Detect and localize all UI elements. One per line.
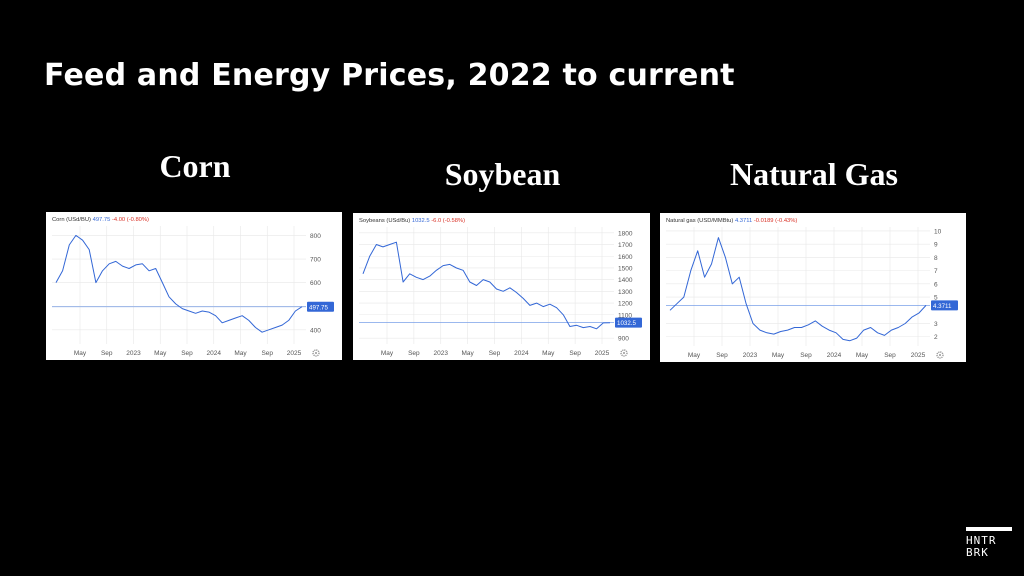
gear-icon-center	[939, 354, 941, 356]
soybean-y-tick-label: 1300	[618, 289, 633, 296]
chart-heading-soybean: Soybean	[444, 156, 561, 192]
natural-gas-legend: Natural gas (USD/MMBtu) 4.3711 -0.0189 (…	[666, 218, 797, 224]
soybean-chart: 1800 1700 1600 1500 1400 1300 1200 1100 900 May Se…	[359, 218, 642, 357]
corn-legend: Corn (USd/BU) 497.75 -4.00 (-0.80%)	[52, 217, 149, 223]
soybean-y-tick-label: 1200	[618, 301, 633, 308]
logo-line-2: BRK	[966, 546, 989, 559]
brand-logo: HNTR BRK	[966, 527, 1012, 559]
soybean-y-tick-label: 1100	[618, 312, 632, 319]
natural-gas-x-tick-label: 2025	[911, 352, 926, 359]
soybean-legend: Soybeans (USd/Bu) 1032.5 -6.0 (-0.58%)	[359, 218, 465, 224]
soybean-x-tick-label: Sep	[408, 350, 420, 357]
soybean-y-tick-label: 1800	[618, 230, 633, 237]
natural-gas-y-tick-label: 8	[934, 255, 938, 262]
soybean-y-tick-label: 1600	[618, 254, 633, 261]
natural-gas-price-tag: 4.3711	[931, 300, 958, 311]
corn-x-tick-label: May	[234, 350, 247, 357]
chart-panel-natural-gas[interactable]: 10 9 8 7 6 5 3 2 May Sep 2023 May Sep 2024 May Sep 2025 4…	[660, 213, 966, 362]
natural-gas-x-tick-label: 2024	[827, 352, 842, 359]
corn-price-line	[55, 234, 303, 333]
natural-gas-y-tick-label: 3	[934, 321, 938, 328]
soybean-x-tick-label: Sep	[569, 350, 581, 357]
corn-y-tick-label: 400	[310, 327, 321, 334]
gear-icon-center	[623, 352, 625, 354]
soybean-y-tick-label: 1400	[618, 277, 633, 284]
corn-x-tick-label: Sep	[181, 350, 193, 357]
soybean-price-tag-box	[615, 317, 642, 328]
corn-y-tick-label: 800	[310, 233, 321, 240]
corn-legend-price: 497.75	[93, 217, 112, 223]
soybean-price-line	[362, 241, 611, 330]
natural-gas-y-tick-label: 5	[934, 295, 938, 302]
natural-gas-price-line	[669, 237, 927, 342]
natural-gas-y-tick-label: 10	[934, 228, 942, 235]
gear-icon-ring	[620, 349, 628, 357]
corn-price-tag-box	[307, 301, 334, 312]
corn-legend-name: Corn (USd/BU)	[52, 217, 93, 223]
soybean-y-tick-label: 900	[618, 336, 629, 343]
corn-x-tick-label: May	[154, 350, 167, 357]
gear-icon-ring	[936, 351, 944, 359]
soybean-legend-name: Soybeans (USd/Bu)	[359, 218, 412, 224]
soybean-price-tag-value: 1032.5	[617, 320, 636, 327]
slide-title: Feed and Energy Prices, 2022 to current	[44, 58, 735, 93]
natural-gas-x-tick-label: May	[856, 352, 869, 359]
soybean-x-tick-label: May	[381, 350, 394, 357]
natural-gas-y-tick-label: 2	[934, 334, 938, 341]
soybean-x-tick-label: 2024	[514, 350, 529, 357]
gear-icon-ring	[312, 349, 320, 357]
corn-x-tick-label: 2024	[207, 350, 222, 357]
soybean-x-tick-label: 2025	[595, 350, 610, 357]
corn-x-tick-label: Sep	[261, 350, 273, 357]
corn-legend-change: -4.00 (-0.80%)	[112, 217, 149, 223]
gear-icon	[620, 349, 628, 357]
natural-gas-legend-name: Natural gas (USD/MMBtu)	[666, 218, 735, 224]
logo-bar	[966, 527, 1012, 531]
soybean-legend-price: 1032.5	[412, 218, 431, 224]
soybean-x-tick-label: 2023	[434, 350, 449, 357]
gear-icon	[312, 349, 320, 357]
soybean-x-tick-label: Sep	[489, 350, 501, 357]
natural-gas-x-tick-label: Sep	[884, 352, 896, 359]
natural-gas-y-tick-label: 9	[934, 242, 938, 249]
corn-x-tick-label: 2023	[126, 350, 141, 357]
natural-gas-chart: 10 9 8 7 6 5 3 2 May Sep 2023 May Sep 2024 May Sep 2025 4…	[666, 218, 958, 359]
logo-line-1: HNTR	[966, 534, 997, 547]
natural-gas-price-tag-box	[931, 300, 958, 311]
corn-y-tick-label: 600	[310, 280, 321, 287]
soybean-y-tick-label: 1500	[618, 265, 633, 272]
chart-panel-soybean[interactable]: 1800 1700 1600 1500 1400 1300 1200 1100 900 May Se…	[353, 213, 650, 360]
natural-gas-legend-change: -0.0189 (-0.43%)	[754, 218, 798, 224]
corn-x-tick-label: Sep	[101, 350, 113, 357]
natural-gas-price-tag-value: 4.3711	[933, 303, 952, 310]
chart-heading-natural-gas: Natural Gas	[730, 156, 898, 192]
chart-panel-corn[interactable]: 800700600500400MaySep2023MaySep2024MaySe…	[46, 212, 342, 360]
natural-gas-y-tick-label: 6	[934, 281, 938, 288]
natural-gas-x-tick-label: 2023	[743, 352, 758, 359]
gear-icon-center	[315, 352, 317, 354]
natural-gas-x-tick-label: May	[688, 352, 701, 359]
corn-x-tick-label: 2025	[287, 350, 302, 357]
soybean-price-tag: 1032.5	[615, 317, 642, 328]
soybean-y-tick-label: 1700	[618, 242, 633, 249]
chart-heading-corn: Corn	[159, 148, 231, 184]
soybean-legend-change: -6.0 (-0.58%)	[431, 218, 465, 224]
soybean-x-tick-label: May	[542, 350, 555, 357]
gear-icon	[936, 351, 944, 359]
natural-gas-y-tick-label: 7	[934, 268, 938, 275]
natural-gas-x-tick-label: May	[772, 352, 785, 359]
soybean-x-tick-label: May	[461, 350, 474, 357]
corn-y-tick-label: 700	[310, 257, 321, 264]
natural-gas-x-tick-label: Sep	[800, 352, 812, 359]
corn-chart: 800700600500400MaySep2023MaySep2024MaySe…	[52, 217, 334, 357]
corn-price-tag-value: 497.75	[309, 304, 328, 311]
corn-price-tag: 497.75	[307, 301, 334, 312]
corn-x-tick-label: May	[74, 350, 87, 357]
natural-gas-legend-price: 4.3711	[735, 218, 754, 224]
natural-gas-x-tick-label: Sep	[716, 352, 728, 359]
